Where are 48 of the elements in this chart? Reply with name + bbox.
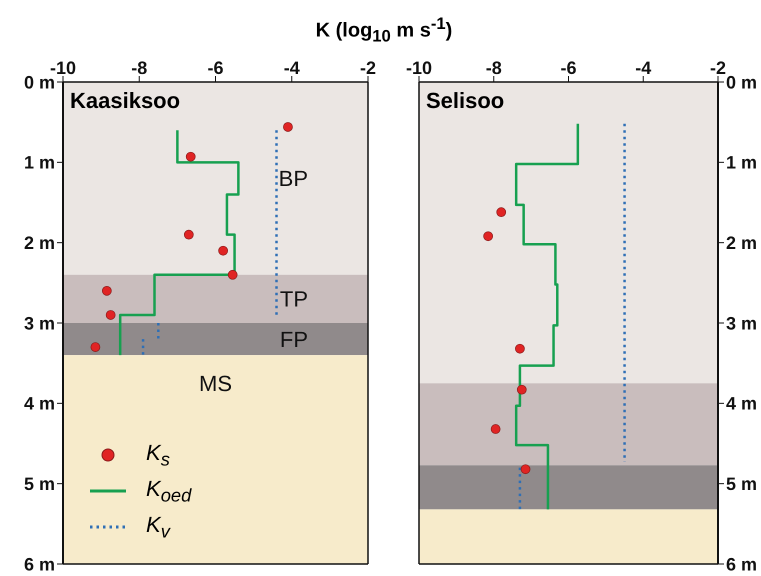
- y-tick-label: 5 m: [24, 474, 55, 494]
- line-series: [118, 128, 240, 356]
- y-tick-label: 4 m: [726, 394, 758, 414]
- legend-label: K$_{v}$: [146, 512, 170, 542]
- legend-label: K$_{oed}$: [146, 476, 192, 506]
- x-tick-label: -8: [131, 58, 148, 78]
- y-tick-label: 6 m: [726, 554, 758, 574]
- x-tick-label: -10: [406, 58, 432, 78]
- y-tick-label: 4 m: [24, 394, 55, 414]
- point: [184, 230, 194, 240]
- chart-title: Kaasiksoo: [70, 88, 180, 114]
- point: [515, 344, 525, 354]
- point: [106, 310, 116, 320]
- point: [490, 424, 500, 434]
- y-tick-label: 0 m: [726, 72, 758, 92]
- x-tick-label: -6: [560, 58, 577, 78]
- x-tick-label: -8: [486, 58, 502, 78]
- point: [496, 207, 506, 217]
- x-tick-label: -2: [360, 58, 376, 78]
- point: [520, 464, 530, 474]
- x-tick-label: -4: [635, 58, 652, 78]
- y-tick-label: 2 m: [24, 233, 55, 254]
- band-label: FP: [280, 326, 308, 352]
- y-tick-label: 1 m: [24, 152, 55, 173]
- point: [186, 152, 196, 162]
- band-label: TP: [280, 286, 308, 312]
- y-tick-label: 1 m: [726, 152, 758, 173]
- point: [516, 384, 527, 395]
- point: [283, 122, 293, 132]
- x-tick-label: -4: [284, 58, 300, 78]
- point: [483, 231, 494, 242]
- y-tick-label: 6 m: [24, 554, 55, 574]
- band-label: MS: [199, 370, 232, 396]
- chart-title: Selisoo: [426, 88, 504, 114]
- y-tick-label: 3 m: [726, 313, 758, 334]
- point: [102, 286, 112, 296]
- x-axis-title: K (log$_{10}$ m s$^{-1}$): [316, 14, 452, 46]
- band-label: BP: [278, 166, 308, 192]
- line-series: [514, 122, 580, 511]
- y-tick-label: 5 m: [726, 474, 758, 494]
- x-tick-label: -6: [207, 58, 224, 78]
- y-tick-label: 2 m: [726, 233, 758, 254]
- y-tick-label: 3 m: [24, 313, 55, 334]
- point: [90, 342, 100, 352]
- legend-label: K$_{s}$: [146, 440, 170, 470]
- point: [218, 246, 228, 256]
- point: [228, 270, 238, 280]
- x-tick-label: -2: [710, 58, 726, 78]
